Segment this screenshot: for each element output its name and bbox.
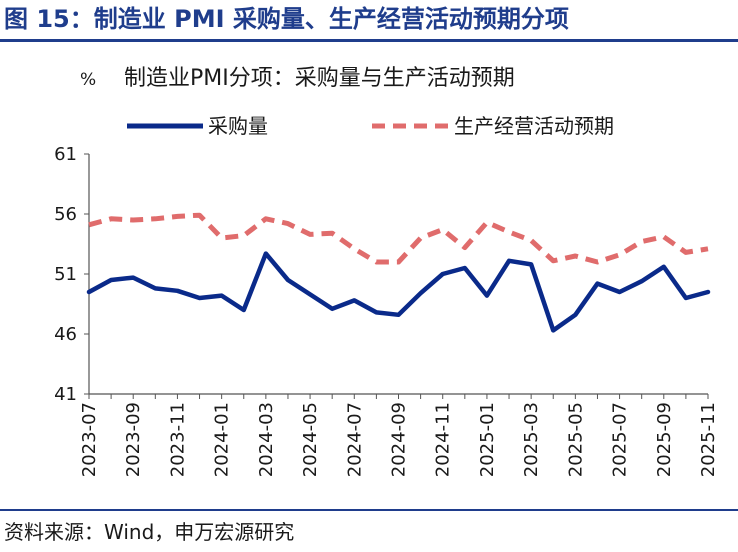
x-tick-label: 2023-07 [79, 402, 100, 477]
bottom-rule [0, 509, 738, 511]
y-tick-label: 46 [54, 324, 77, 345]
x-tick-label: 2023-09 [123, 402, 144, 477]
chart-title: 制造业PMI分项：采购量与生产活动预期 [124, 66, 515, 91]
x-tick-label: 2025-05 [565, 402, 586, 477]
source-note: 资料来源：Wind，申万宏源研究 [4, 520, 295, 544]
y-tick-label: 41 [54, 384, 77, 405]
x-tick-label: 2025-07 [610, 402, 631, 477]
figure-title: 图 15：制造业 PMI 采购量、生产经营活动预期分项 [4, 5, 569, 33]
x-tick-label: 2024-03 [256, 402, 277, 477]
legend-label: 生产经营活动预期 [454, 114, 614, 138]
y-tick-label: 61 [54, 144, 77, 165]
series-line-purchases [86, 251, 711, 333]
x-tick-label: 2025-11 [698, 402, 719, 477]
x-tick-label: 2024-01 [212, 402, 233, 477]
x-tick-label: 2024-05 [300, 402, 321, 477]
x-tick-label: 2024-09 [389, 402, 410, 477]
legend-label: 采购量 [208, 114, 268, 138]
x-tick-label: 2025-03 [521, 402, 542, 477]
x-tick-label: 2024-11 [433, 402, 454, 477]
x-tick-label: 2025-01 [477, 402, 498, 477]
y-axis-unit: % [80, 70, 97, 90]
x-tick-label: 2025-09 [654, 402, 675, 477]
y-tick-label: 56 [54, 204, 77, 225]
y-tick-label: 51 [54, 264, 77, 285]
x-tick-label: 2024-07 [344, 402, 365, 477]
title-rule [0, 39, 738, 42]
series-line-expectations [88, 212, 709, 265]
x-tick-label: 2023-11 [167, 402, 188, 477]
